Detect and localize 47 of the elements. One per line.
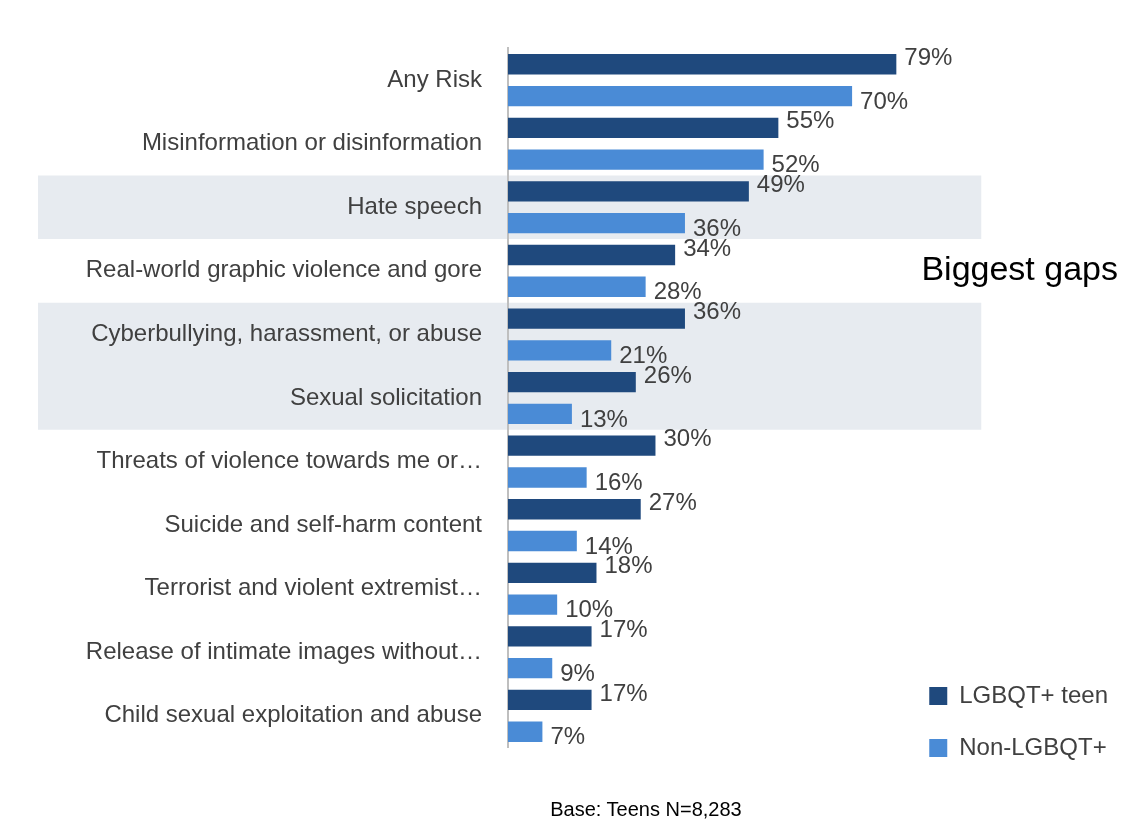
bar — [508, 435, 656, 456]
bar — [508, 244, 676, 266]
bar — [508, 371, 636, 393]
y-tick-label: Real-world graphic violence and gore — [85, 255, 482, 283]
bar — [508, 181, 749, 202]
data-label: 79% — [904, 42, 953, 70]
bar — [508, 657, 553, 679]
bar — [508, 562, 597, 583]
bar — [508, 213, 685, 234]
text: Biggest gaps — [921, 249, 1118, 288]
bar — [508, 276, 646, 297]
data-label: 55% — [786, 106, 835, 134]
bar — [508, 308, 685, 329]
y-tick-label: Sexual solicitation — [289, 382, 482, 410]
bar — [508, 85, 853, 107]
data-label: 30% — [663, 424, 712, 452]
bar — [508, 721, 543, 742]
bar — [508, 403, 572, 425]
data-label: 27% — [648, 487, 697, 515]
y-tick-label: Misinformation or disinformation — [141, 128, 482, 156]
y-tick-label: Terrorist and violent extremist… — [144, 573, 482, 601]
bar — [508, 467, 587, 488]
bar — [508, 340, 612, 361]
legend-label: LGBQT+ teen — [959, 680, 1108, 708]
data-label: 13% — [579, 404, 628, 432]
y-tick-label: Suicide and self-harm content — [164, 509, 483, 537]
legend-label: Non-LGBQT+ — [959, 732, 1107, 760]
data-label: 70% — [860, 86, 909, 114]
data-label: 16% — [594, 468, 643, 496]
y-tick-label: Child sexual exploitation and abuse — [104, 700, 482, 728]
y-tick-label: Threats of violence towards me or… — [96, 446, 482, 474]
data-label: 17% — [599, 678, 648, 706]
bar — [508, 689, 592, 711]
bar — [508, 117, 779, 139]
text: Base: Teens N=8,283 — [549, 798, 743, 821]
y-tick-label: Release of intimate images without… — [85, 636, 482, 664]
y-tick-label: Any Risk — [387, 64, 483, 92]
bar — [508, 499, 641, 520]
bar — [508, 626, 592, 647]
y-tick-label: Cyberbullying, harassment, or abuse — [91, 319, 482, 347]
bar — [508, 149, 764, 170]
data-label: 9% — [560, 658, 595, 686]
data-label: 7% — [550, 722, 586, 750]
bar — [508, 54, 897, 75]
y-tick-label: Hate speech — [347, 191, 482, 219]
bar — [508, 530, 577, 552]
bar — [508, 594, 558, 615]
